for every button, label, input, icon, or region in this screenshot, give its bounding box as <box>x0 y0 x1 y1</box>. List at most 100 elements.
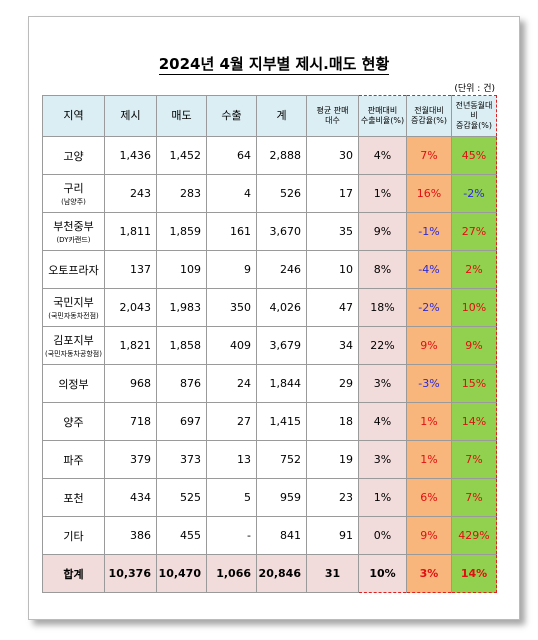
header-row: 지역 제시 매도 수출 계 평균 판매 대수 판매대비 수출비율(%) 전월대비 증감율(%)… <box>42 95 497 137</box>
region-name: 부천중부 <box>53 220 94 233</box>
region-cell: 파주 <box>42 440 105 479</box>
table-row: 파주 379 373 13 752 19 3% 1% 7% <box>42 440 497 479</box>
table-row: 구리 (남양주) 243 283 4 526 17 1% 16% -2% <box>42 174 497 213</box>
cell: 30 <box>306 136 359 175</box>
cell: 1% <box>406 440 452 479</box>
title-box: 2024년 4월 지부별 제시.매도 현황 <box>29 53 519 75</box>
header-cell: 계 <box>256 95 307 137</box>
table-row: 의정부 968 876 24 1,844 29 3% -3% 15% <box>42 364 497 403</box>
cell: 841 <box>256 516 307 555</box>
region-cell: 양주 <box>42 402 105 441</box>
cell: 7% <box>451 478 497 517</box>
cell: 8% <box>358 250 407 289</box>
table-row: 오토프라자 137 109 9 246 10 8% -4% 2% <box>42 250 497 289</box>
table-row: 합계 10,376 10,470 1,066 20,846 31 10% 3% 14% <box>42 554 497 593</box>
cell: 718 <box>104 402 157 441</box>
cell: 7% <box>451 440 497 479</box>
cell: 9% <box>358 212 407 251</box>
region-cell: 오토프라자 <box>42 250 105 289</box>
cell: 1,844 <box>256 364 307 403</box>
cell: 10,470 <box>156 554 207 593</box>
cell: 0% <box>358 516 407 555</box>
region-name: 파주 <box>63 453 84 467</box>
cell: 17 <box>306 174 359 213</box>
cell: 19 <box>306 440 359 479</box>
cell: 4,026 <box>256 288 307 327</box>
region-cell: 김포지부 (국민자동차공항점) <box>42 326 105 365</box>
cell: 161 <box>206 212 257 251</box>
table-row: 양주 718 697 27 1,415 18 4% 1% 14% <box>42 402 497 441</box>
cell: 3% <box>358 440 407 479</box>
cell: 6% <box>406 478 452 517</box>
unit-note: (단위 : 건) <box>454 84 495 94</box>
cell: 1,859 <box>156 212 207 251</box>
cell: 24 <box>206 364 257 403</box>
cell: 1,983 <box>156 288 207 327</box>
cell: 959 <box>256 478 307 517</box>
cell: 64 <box>206 136 257 175</box>
cell: 1% <box>358 478 407 517</box>
header-cell: 매도 <box>156 95 207 137</box>
region-name: 기타 <box>63 529 84 543</box>
cell: 16% <box>406 174 452 213</box>
cell: 5 <box>206 478 257 517</box>
cell: 18 <box>306 402 359 441</box>
cell: 1,858 <box>156 326 207 365</box>
cell: 752 <box>256 440 307 479</box>
region-cell: 합계 <box>42 554 105 593</box>
cell: 27% <box>451 212 497 251</box>
region-cell: 국민지부 (국민자동차전점) <box>42 288 105 327</box>
cell: 246 <box>256 250 307 289</box>
cell: 525 <box>156 478 207 517</box>
table-row: 부천중부 (DY카랜드) 1,811 1,859 161 3,670 35 9% -1% 27% <box>42 212 497 251</box>
cell: 35 <box>306 212 359 251</box>
cell: - <box>206 516 257 555</box>
table-row: 김포지부 (국민자동차공항점) 1,821 1,858 409 3,679 34 22% 9% 9… <box>42 326 497 365</box>
cell: 3,679 <box>256 326 307 365</box>
cell: 9 <box>206 250 257 289</box>
cell: 526 <box>256 174 307 213</box>
header-cell: 전월대비 증감율(%) <box>406 95 452 137</box>
cell: 22% <box>358 326 407 365</box>
cell: 29 <box>306 364 359 403</box>
cell: 10% <box>358 554 407 593</box>
cell: 697 <box>156 402 207 441</box>
cell: 429% <box>451 516 497 555</box>
region-cell: 구리 (남양주) <box>42 174 105 213</box>
cell: -1% <box>406 212 452 251</box>
cell: 47 <box>306 288 359 327</box>
cell: -3% <box>406 364 452 403</box>
region-name: 오토프라자 <box>48 263 99 277</box>
region-name: 국민지부 <box>53 296 94 309</box>
cell: 137 <box>104 250 157 289</box>
cell: 434 <box>104 478 157 517</box>
cell: 20,846 <box>256 554 307 593</box>
table-row: 국민지부 (국민자동차전점) 2,043 1,983 350 4,026 47 18% -2% 1… <box>42 288 497 327</box>
cell: 45% <box>451 136 497 175</box>
table: 지역 제시 매도 수출 계 평균 판매 대수 판매대비 수출비율(%) 전월대비 증감율(%)… <box>42 95 497 593</box>
cell: 10% <box>451 288 497 327</box>
cell: 373 <box>156 440 207 479</box>
cell: 7% <box>406 136 452 175</box>
cell: 455 <box>156 516 207 555</box>
cell: 876 <box>156 364 207 403</box>
region-name: 김포지부 <box>53 334 94 347</box>
cell: 283 <box>156 174 207 213</box>
cell: 2,888 <box>256 136 307 175</box>
region-name: 구리 <box>63 182 84 195</box>
cell: 1% <box>358 174 407 213</box>
cell: -2% <box>406 288 452 327</box>
title: 2024년 4월 지부별 제시.매도 현황 <box>158 55 390 75</box>
cell: 386 <box>104 516 157 555</box>
cell: 1,811 <box>104 212 157 251</box>
cell: 109 <box>156 250 207 289</box>
cell: 18% <box>358 288 407 327</box>
region-cell: 포천 <box>42 478 105 517</box>
cell: 9% <box>406 326 452 365</box>
cell: 1,436 <box>104 136 157 175</box>
cell: 350 <box>206 288 257 327</box>
cell: 3,670 <box>256 212 307 251</box>
cell: 10 <box>306 250 359 289</box>
header-cell: 지역 <box>42 95 105 137</box>
